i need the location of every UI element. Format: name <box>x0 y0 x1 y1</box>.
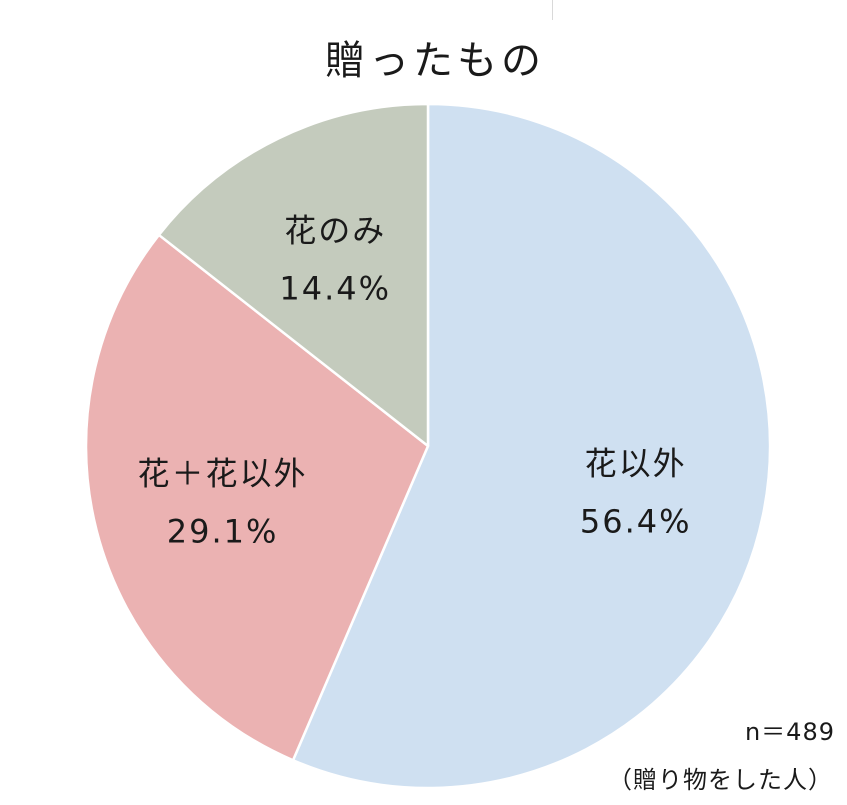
chart-title: 贈ったもの <box>325 38 545 84</box>
slice-label-3: 花のみ <box>284 211 386 249</box>
pie-slice-1 <box>291 102 772 790</box>
slice-value-1: 56.4% <box>580 503 692 541</box>
pie-slice-3 <box>157 102 430 448</box>
pie-slices <box>84 102 772 790</box>
respondent-base-note: （贈り物をした人） <box>608 766 833 794</box>
pie-slice-2 <box>84 233 430 762</box>
slice-label-1: 花以外 <box>585 445 687 483</box>
slice-value-2: 29.1% <box>167 512 279 550</box>
slice-label-2: 花＋花以外 <box>138 454 308 492</box>
pie-labels: 花以外 56.4% 花＋花以外 29.1% 花のみ 14.4% <box>138 211 692 550</box>
divider-tick <box>552 0 553 20</box>
sample-size-note: n＝489 <box>744 718 835 746</box>
slice-value-3: 14.4% <box>279 269 391 307</box>
